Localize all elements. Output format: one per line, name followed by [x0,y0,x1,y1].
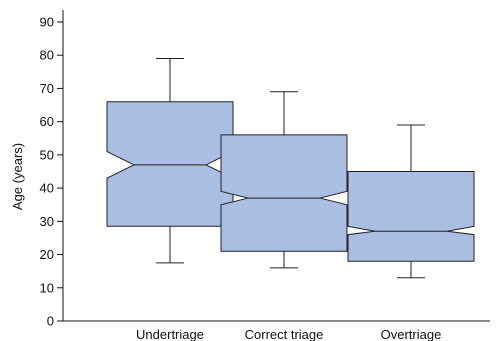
x-axis: Undertriage Correct triage Overtriage [63,320,490,341]
x-tick-label: Correct triage [245,327,324,341]
y-tick-label: 50 [40,147,54,162]
y-axis: 0 10 20 30 40 50 60 70 80 90 [40,10,64,329]
y-tick-label: 90 [40,14,54,29]
y-tick-label: 0 [47,314,54,329]
box-undertriage [106,58,234,264]
y-tick-label: 40 [40,181,54,196]
box-overtriage [347,124,475,279]
x-tick-label: Overtriage [381,327,442,341]
y-tick-label: 60 [40,114,54,129]
notched-box [106,101,234,227]
notched-box [347,170,475,262]
y-tick-label: 20 [40,247,54,262]
y-tick-label: 70 [40,81,54,96]
y-tick-label: 80 [40,48,54,63]
y-axis-title: Age (years) [10,143,25,210]
x-tick-label: Undertriage [136,327,204,341]
box-series [106,58,475,279]
y-tick-label: 10 [40,280,54,295]
y-tick-label: 30 [40,214,54,229]
notched-box [220,134,348,252]
box-correct-triage [220,91,348,269]
